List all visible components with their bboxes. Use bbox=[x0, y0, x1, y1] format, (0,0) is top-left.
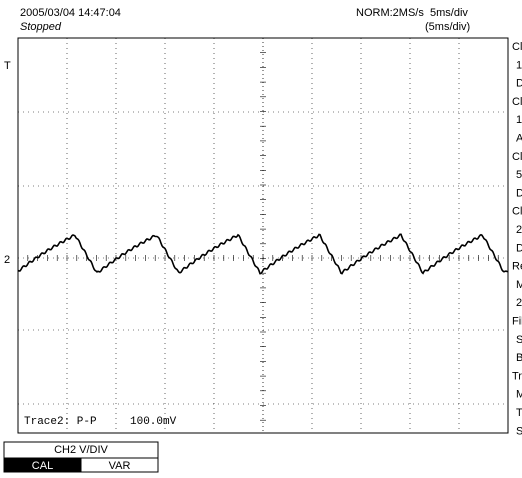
side-label: Cl bbox=[512, 206, 522, 218]
measurement-label: Trace2: P-P bbox=[24, 416, 97, 428]
graticule-border bbox=[17, 37, 509, 434]
side-label: M bbox=[516, 279, 522, 291]
channel-marker: 2 bbox=[4, 254, 10, 266]
side-label: Tr bbox=[512, 370, 522, 382]
status: Stopped bbox=[20, 21, 62, 33]
side-label: T bbox=[516, 407, 522, 419]
side-label: D bbox=[516, 242, 522, 254]
side-label: D bbox=[516, 78, 522, 90]
mode: NORM:2MS/s bbox=[356, 7, 424, 19]
side-label: 1 bbox=[516, 114, 522, 126]
side-label: 5 bbox=[516, 169, 522, 181]
graticule bbox=[17, 37, 508, 433]
timebase: 5ms/div bbox=[430, 7, 468, 19]
side-label: Re bbox=[512, 261, 522, 273]
side-label: A bbox=[516, 133, 522, 145]
side-label: Cl bbox=[512, 151, 522, 163]
side-label: D bbox=[516, 187, 522, 199]
side-label: B bbox=[516, 352, 522, 364]
side-label: 1 bbox=[516, 59, 522, 71]
side-label: S bbox=[516, 334, 522, 346]
waveform bbox=[17, 233, 509, 275]
menu-option-label[interactable]: CAL bbox=[32, 460, 53, 472]
menu-title: CH2 V/DIV bbox=[54, 444, 108, 456]
datetime: 2005/03/04 14:47:04 bbox=[20, 7, 121, 19]
side-label: Cl bbox=[512, 96, 522, 108]
timebase-set: (5ms/div) bbox=[425, 21, 470, 33]
side-label: 2 bbox=[516, 224, 522, 236]
trigger-marker: T bbox=[4, 60, 11, 72]
side-label: M bbox=[516, 389, 522, 401]
menu-option[interactable] bbox=[80, 457, 159, 473]
side-label: S bbox=[516, 425, 522, 437]
side-panel: Cl1DCl1ACl5DCl2DReM2FilSBTrMTS bbox=[512, 41, 522, 437]
side-label: 2 bbox=[516, 297, 522, 309]
measurement-value: 100.0mV bbox=[130, 416, 177, 428]
menu-option-label[interactable]: VAR bbox=[109, 460, 131, 472]
side-label: Fil bbox=[512, 316, 522, 328]
side-label: Cl bbox=[512, 41, 522, 53]
